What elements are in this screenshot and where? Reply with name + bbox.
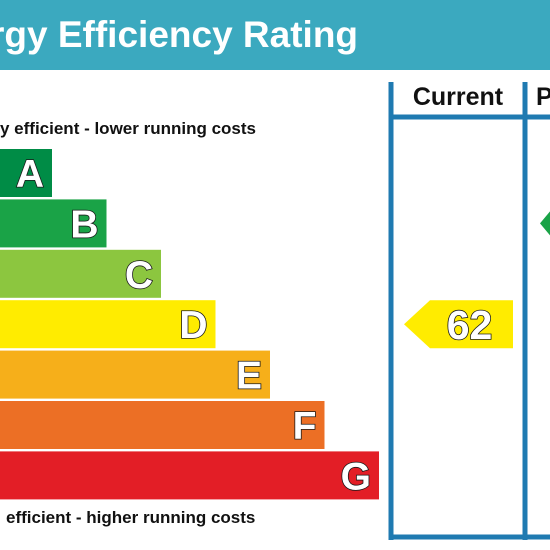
band-c-label: C bbox=[125, 254, 153, 297]
band-d-bar bbox=[0, 300, 216, 349]
band-g-bar bbox=[0, 451, 379, 500]
potential-column-header: P bbox=[536, 83, 550, 111]
band-c-bar bbox=[0, 249, 161, 298]
top-caption: y efficient - lower running costs bbox=[0, 119, 256, 138]
band-b-label: B bbox=[70, 203, 98, 246]
current-rating-value: 62 bbox=[447, 302, 493, 348]
band-f-bar bbox=[0, 401, 325, 449]
band-g-label: G bbox=[341, 455, 371, 498]
page-title: rgy Efficiency Rating bbox=[0, 14, 359, 55]
band-f-label: F bbox=[293, 405, 317, 448]
current-rating-arrow bbox=[404, 300, 513, 349]
current-rating-marker: 62 bbox=[404, 300, 513, 349]
band-e-bar bbox=[0, 350, 270, 399]
current-column-header: Current bbox=[413, 83, 504, 111]
chart-frame bbox=[388, 82, 550, 540]
band-e-label: E bbox=[236, 355, 262, 398]
bottom-caption: efficient - higher running costs bbox=[6, 508, 255, 527]
band-a-label: A bbox=[16, 153, 44, 196]
potential-rating-marker bbox=[540, 211, 550, 236]
band-a-bar bbox=[0, 149, 52, 197]
potential-rating-arrow bbox=[540, 211, 550, 236]
band-b-bar bbox=[0, 199, 107, 248]
header-bar: rgy Efficiency Rating bbox=[0, 0, 550, 70]
band-d-label: D bbox=[179, 304, 207, 347]
